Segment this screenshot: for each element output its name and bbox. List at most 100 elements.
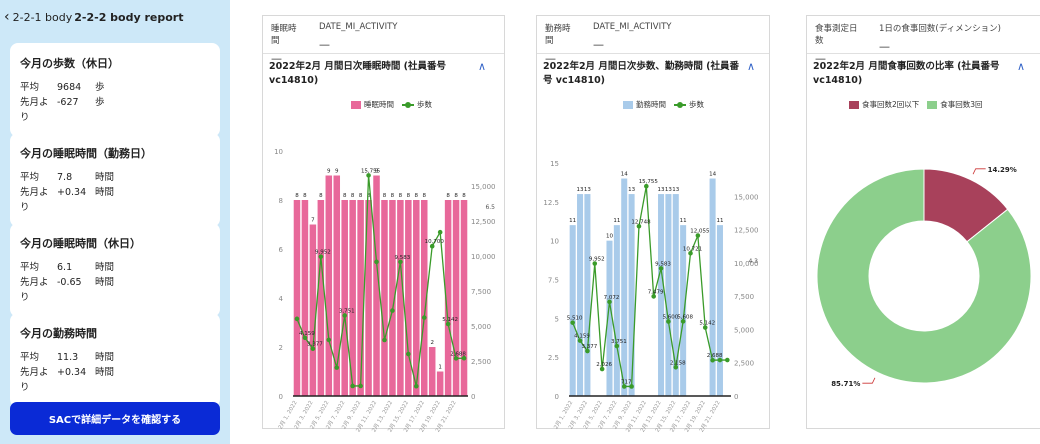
y-left-tick-label: 0 <box>555 393 559 401</box>
row-value: 9684 <box>57 82 82 93</box>
bar-data-label: 13 <box>577 187 584 193</box>
breadcrumb-current: 2-2-2 body report <box>74 10 184 24</box>
column-header-meal-count[interactable]: 1日の食事回数(ディメンション) <box>879 24 1001 34</box>
legend-bar-swatch <box>623 100 633 109</box>
sac-detail-button[interactable]: SACで詳細データを確認する <box>10 402 220 435</box>
metric-card: 今月の勤務時間 平均 11.3 時間 先月より +0.34 時間 <box>10 313 220 407</box>
y-left-tick-label: 10 <box>550 238 559 246</box>
y-left-tick-label: 10 <box>274 148 283 156</box>
legend-a-swatch <box>849 100 859 109</box>
bar-data-label: 13 <box>672 187 679 193</box>
column-header-work[interactable]: 勤務時間 <box>545 24 571 46</box>
legend-line-label: 歩数 <box>417 100 432 109</box>
legend-line-label: 歩数 <box>689 100 704 109</box>
bar-data-label: 13 <box>658 187 665 193</box>
row-unit: 歩 <box>95 97 105 108</box>
steps-data-label: 7,479 <box>648 289 664 295</box>
y-left-tick-label: 8 <box>279 197 283 205</box>
steps-point <box>607 299 612 305</box>
breadcrumb-parent[interactable]: 2-2-1 body <box>12 10 73 24</box>
legend-b-swatch <box>927 100 938 109</box>
bar <box>606 240 613 396</box>
bar <box>452 200 460 396</box>
bar <box>309 224 317 396</box>
row-unit: 時間 <box>95 352 115 363</box>
collapse-chevron-icon[interactable]: ∧ <box>1017 60 1026 73</box>
bar <box>293 200 301 396</box>
bar-data-label: 8 <box>462 193 466 199</box>
steps-point <box>342 313 348 318</box>
column-header-meal-days[interactable]: 食事測定日数 <box>815 24 858 46</box>
bar <box>389 200 396 396</box>
dash-value: — <box>593 38 604 51</box>
column-header-sleep[interactable]: 睡眠時間 <box>271 24 297 46</box>
bar <box>621 178 628 396</box>
bar-data-label: 8 <box>343 193 347 199</box>
steps-point <box>710 357 715 363</box>
steps-point <box>334 365 340 370</box>
steps-data-label: 10,700 <box>425 239 445 245</box>
bar-data-label: 8 <box>399 193 403 199</box>
bar <box>444 200 452 396</box>
bar <box>413 200 420 396</box>
y-right-tick-label: 15,000 <box>734 193 759 201</box>
legend-line-swatch <box>402 101 414 109</box>
steps-data-label: 2,688 <box>450 351 466 357</box>
chart-legend: 食事回数2回以下 食事回数3回 <box>849 99 983 110</box>
steps-point <box>429 243 435 249</box>
sleep-steps-chart: 0 2 4 6 8 10 0 2,500 5,000 7,500 10,000 12,500 15,00… <box>274 148 495 434</box>
column-header-date[interactable]: DATE_MI_ACTIVITY <box>593 22 672 32</box>
steps-data-label: 3,751 <box>339 308 355 314</box>
metric-card: 今月の睡眠時間（休日） 平均 6.1 時間 先月より -0.65 時間 <box>10 223 220 317</box>
column-header-date[interactable]: DATE_MI_ACTIVITY <box>319 22 398 32</box>
bar-data-label: 11 <box>613 218 620 224</box>
steps-data-label: 3,377 <box>582 344 598 350</box>
row-label: 先月より <box>20 367 49 393</box>
row-label: 平均 <box>20 82 40 93</box>
steps-data-label: 3,377 <box>307 342 323 348</box>
row-value: 11.3 <box>57 352 79 363</box>
side-value-label: 6.5 <box>485 204 495 211</box>
legend-bar-swatch <box>351 100 361 109</box>
steps-point <box>658 266 664 271</box>
bar <box>357 200 364 396</box>
steps-data-label: 2,688 <box>707 353 723 359</box>
row-unit: 時間 <box>95 262 115 273</box>
steps-point <box>695 233 701 238</box>
y-left-tick-label: 4 <box>279 295 284 303</box>
chart-legend: 睡眠時間 歩数 <box>343 99 432 110</box>
y-right-tick-label: 12,500 <box>734 227 759 235</box>
back-chevron-icon[interactable]: ‹ <box>4 9 10 25</box>
card-row: 先月より -627 歩 <box>20 95 210 125</box>
bar-data-label: 8 <box>295 193 299 199</box>
y-right-tick-label: 10,000 <box>734 260 759 268</box>
steps-data-label: 12,055 <box>690 228 710 234</box>
bar-data-label: 11 <box>680 218 687 224</box>
dash-value: — <box>271 52 282 65</box>
steps-point <box>599 366 605 372</box>
bar <box>349 200 356 396</box>
card-title: 今月の睡眠時間（休日） <box>20 237 141 250</box>
meal-chart-panel: 食事測定日数 — 1日の食事回数(ディメンション) — 2022年2月 月間食事回数… <box>806 15 1040 429</box>
meal-ratio-donut-chart: 14.29% 85.71% <box>816 166 1032 388</box>
steps-point <box>702 325 708 330</box>
steps-point <box>437 229 443 235</box>
card-row: 先月より +0.34 時間 <box>20 185 210 215</box>
steps-point <box>636 223 642 229</box>
card-title: 今月の歩数（休日） <box>20 57 119 70</box>
collapse-chevron-icon[interactable]: ∧ <box>478 60 487 73</box>
steps-data-label: 5,510 <box>567 316 583 322</box>
row-label: 平均 <box>20 352 40 363</box>
steps-point <box>358 383 363 389</box>
row-unit: 時間 <box>95 367 115 378</box>
collapse-chevron-icon[interactable]: ∧ <box>747 60 756 73</box>
card-row: 平均 6.1 時間 <box>20 260 210 275</box>
breadcrumb: ‹ 2-2-1 body 2-2-2 body report <box>0 0 230 34</box>
steps-point <box>413 383 419 389</box>
steps-line <box>296 175 465 387</box>
bar <box>460 200 468 396</box>
steps-point <box>577 338 583 343</box>
y-right-tick-label: 0 <box>471 393 475 401</box>
y-left-tick-label: 0 <box>279 393 283 401</box>
card-title: 今月の勤務時間 <box>20 327 97 340</box>
